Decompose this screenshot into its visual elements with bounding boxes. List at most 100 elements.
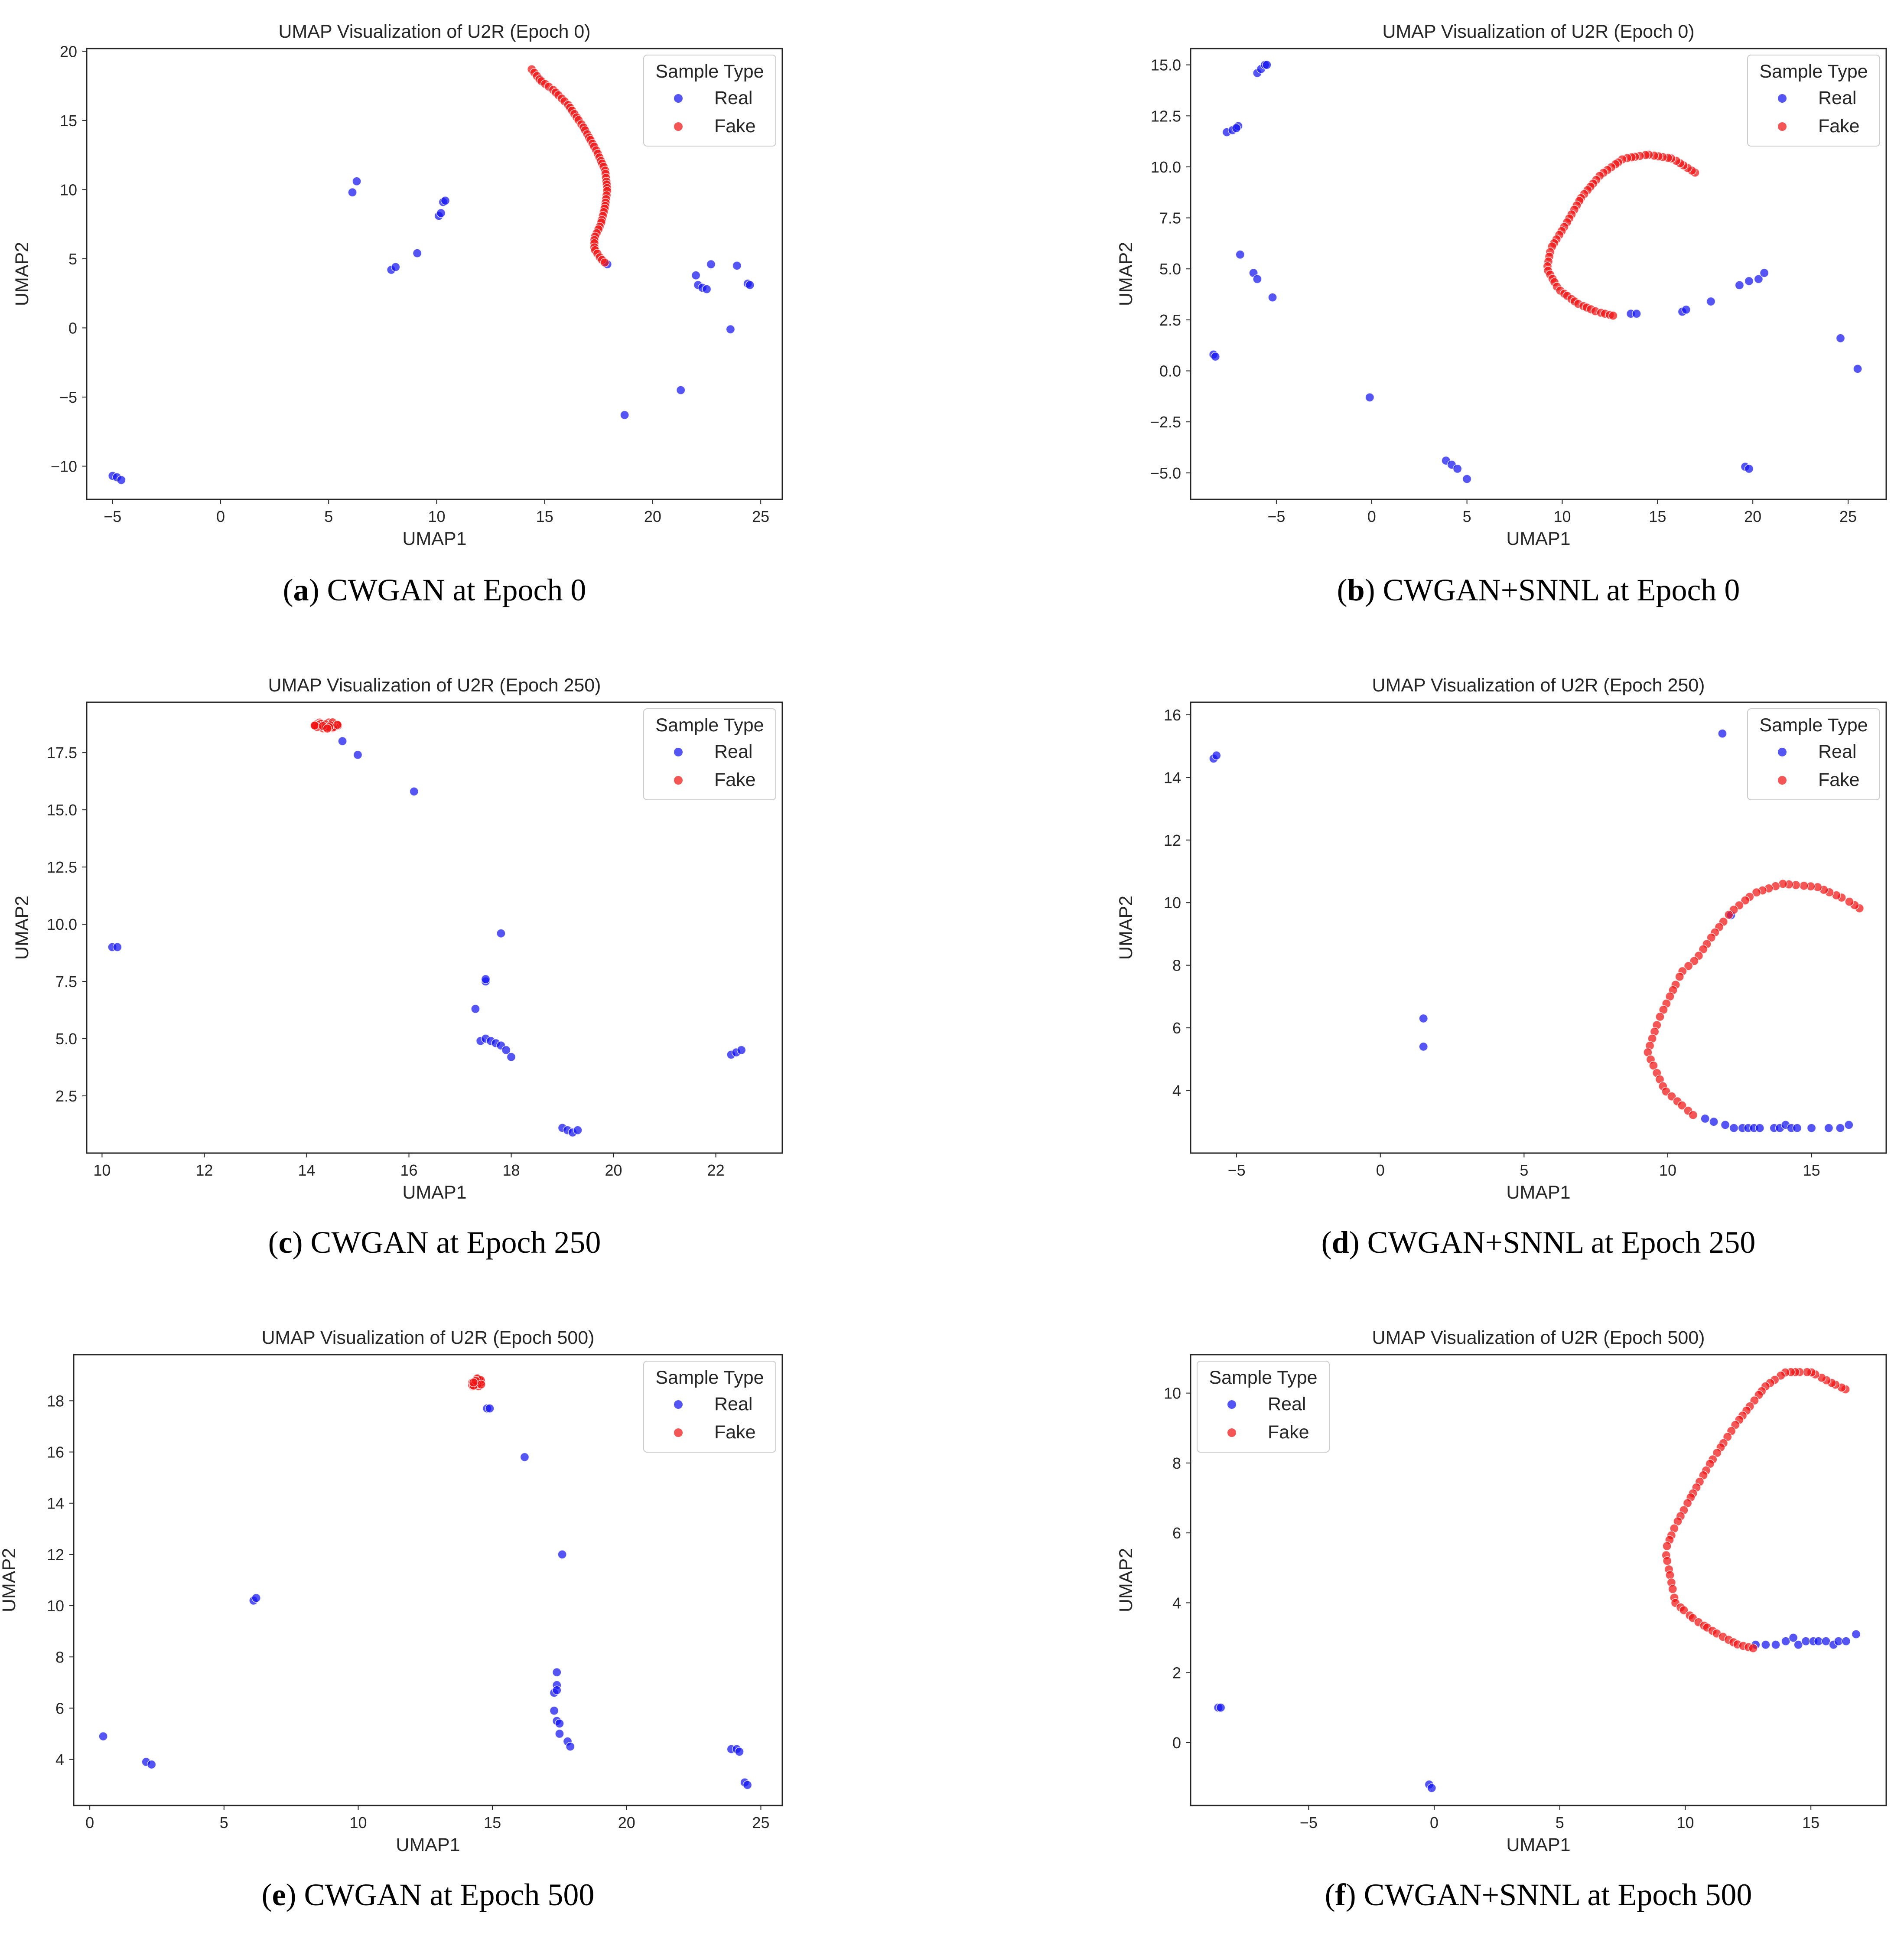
point-fake xyxy=(1751,887,1761,897)
chart-panel-b: UMAP Visualization of U2R (Epoch 0) −5 0 5 1… xyxy=(1116,21,1887,607)
point-real xyxy=(1211,352,1220,362)
point-real xyxy=(1729,1123,1739,1133)
subfigure-caption: (f) CWGAN+SNNL at Epoch 500 xyxy=(1325,1877,1752,1912)
x-tick-label: 5 xyxy=(220,1814,228,1831)
point-fake xyxy=(469,1378,478,1388)
subfigure-caption: (e) CWGAN at Epoch 500 xyxy=(262,1877,595,1912)
caption-letter: f xyxy=(1335,1877,1346,1912)
legend-marker-fake xyxy=(674,122,683,131)
point-real xyxy=(706,259,716,269)
point-fake xyxy=(1683,961,1693,971)
y-axis-label: UMAP2 xyxy=(1116,1548,1136,1612)
legend-title: Sample Type xyxy=(655,61,764,82)
point-real xyxy=(555,1729,564,1739)
point-real xyxy=(338,736,347,746)
x-tick-label: 5 xyxy=(1556,1814,1564,1831)
point-real xyxy=(1792,1123,1802,1133)
y-tick-label: 0.0 xyxy=(1159,362,1181,380)
point-real xyxy=(745,280,755,290)
point-real xyxy=(409,787,419,796)
y-tick-label: −5 xyxy=(59,388,77,406)
y-tick-label: 15.0 xyxy=(1151,56,1181,74)
legend-marker-real xyxy=(674,748,683,756)
y-tick-label: 8 xyxy=(1172,1454,1181,1472)
y-tick-label: 7.5 xyxy=(1159,209,1181,227)
point-real xyxy=(1755,1123,1764,1133)
point-real xyxy=(1781,1636,1790,1646)
point-real xyxy=(1759,268,1769,278)
y-tick-label: 5 xyxy=(68,250,77,268)
point-real xyxy=(1419,1013,1428,1023)
y-tick-label: 5.0 xyxy=(55,1030,77,1048)
point-real xyxy=(555,1719,564,1728)
x-tick-label: 5 xyxy=(1463,508,1471,525)
point-real xyxy=(1262,60,1272,70)
y-tick-label: 10.0 xyxy=(47,916,77,933)
point-real xyxy=(1806,1123,1816,1133)
point-real xyxy=(113,942,122,952)
point-real xyxy=(1231,123,1241,133)
point-fake xyxy=(1663,1556,1672,1566)
x-tick-label: 10 xyxy=(1659,1161,1676,1179)
x-tick-label: 22 xyxy=(707,1161,725,1179)
legend-label-fake: Fake xyxy=(714,116,756,137)
subfigure-caption: (d) CWGAN+SNNL at Epoch 250 xyxy=(1321,1225,1756,1260)
x-axis-label: UMAP1 xyxy=(396,1835,460,1855)
legend-marker-real xyxy=(1227,1400,1236,1409)
point-fake xyxy=(1655,1012,1665,1022)
plot-title: UMAP Visualization of U2R (Epoch 500) xyxy=(1372,1327,1705,1348)
point-fake xyxy=(310,720,320,730)
y-tick-label: 14 xyxy=(1164,769,1181,786)
y-tick-label: 10.0 xyxy=(1151,158,1181,176)
x-axis-label: UMAP1 xyxy=(1506,1182,1570,1203)
point-real xyxy=(735,1747,744,1757)
point-real xyxy=(1853,364,1862,374)
point-real xyxy=(471,1004,480,1014)
caption-text: CWGAN+SNNL at Epoch 0 xyxy=(1383,573,1740,607)
legend-label-real: Real xyxy=(714,1394,752,1414)
x-tick-label: −5 xyxy=(1300,1814,1318,1831)
x-tick-label: 5 xyxy=(1520,1161,1528,1179)
chart-panel-c: UMAP Visualization of U2R (Epoch 250) 10 1… xyxy=(12,675,783,1260)
point-real xyxy=(1216,1703,1226,1713)
legend-marker-real xyxy=(1778,94,1787,103)
point-real xyxy=(702,284,712,294)
y-axis-label: UMAP2 xyxy=(12,896,33,960)
y-tick-label: 16 xyxy=(47,1444,64,1461)
point-real xyxy=(1681,305,1691,315)
point-real xyxy=(353,750,363,760)
x-tick-label: 20 xyxy=(644,508,661,525)
point-real xyxy=(481,974,491,984)
point-fake xyxy=(1679,1605,1689,1615)
x-tick-label: 10 xyxy=(1553,508,1571,525)
point-real xyxy=(1706,297,1716,306)
x-tick-label: 10 xyxy=(93,1161,111,1179)
point-real xyxy=(1452,464,1462,474)
y-tick-label: 0 xyxy=(1172,1734,1181,1752)
x-tick-label: 14 xyxy=(298,1161,315,1179)
y-axis-label: UMAP2 xyxy=(12,242,33,306)
point-real xyxy=(1824,1123,1834,1133)
y-tick-label: 6 xyxy=(1172,1524,1181,1542)
x-tick-label: 25 xyxy=(752,508,769,525)
point-real xyxy=(1744,276,1754,286)
subfigure-caption: (b) CWGAN+SNNL at Epoch 0 xyxy=(1337,573,1740,607)
y-tick-label: 5.0 xyxy=(1159,260,1181,278)
point-real xyxy=(1253,274,1262,284)
plot-title: UMAP Visualization of U2R (Epoch 0) xyxy=(278,21,590,42)
points-layer xyxy=(108,65,755,485)
points-layer xyxy=(1209,60,1862,484)
y-tick-label: 12 xyxy=(1164,831,1181,849)
legend-marker-fake xyxy=(674,1428,683,1437)
point-real xyxy=(691,270,701,280)
legend-label-real: Real xyxy=(714,741,752,762)
point-fake xyxy=(1668,1584,1677,1594)
y-tick-label: 2.5 xyxy=(55,1087,77,1105)
point-real xyxy=(1821,1636,1831,1646)
y-tick-label: 10 xyxy=(1164,1385,1181,1402)
x-tick-label: 15 xyxy=(536,508,553,525)
x-tick-label: 15 xyxy=(1649,508,1666,525)
point-real xyxy=(1754,274,1764,284)
y-tick-label: 16 xyxy=(1164,706,1181,724)
x-tick-label: 12 xyxy=(195,1161,213,1179)
